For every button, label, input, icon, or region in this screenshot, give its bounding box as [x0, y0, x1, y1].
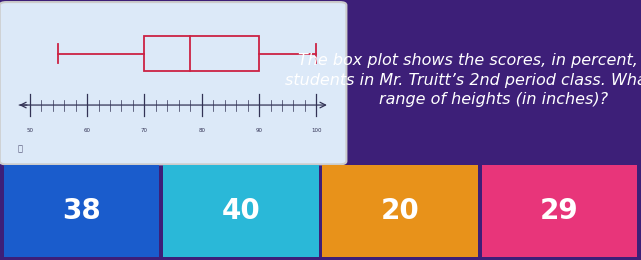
- FancyBboxPatch shape: [318, 162, 483, 260]
- Text: 60: 60: [83, 128, 90, 133]
- FancyBboxPatch shape: [158, 162, 323, 260]
- Text: The box plot shows the scores, in percent, of the
students in Mr. Truitt’s 2nd p: The box plot shows the scores, in percen…: [285, 53, 641, 107]
- Text: 20: 20: [381, 197, 419, 225]
- Text: 70: 70: [141, 128, 148, 133]
- Text: 100: 100: [311, 128, 322, 133]
- Text: 90: 90: [256, 128, 263, 133]
- Bar: [144, 36, 259, 71]
- Text: 80: 80: [198, 128, 205, 133]
- FancyBboxPatch shape: [0, 162, 164, 260]
- Text: 29: 29: [540, 197, 579, 225]
- Text: 50: 50: [26, 128, 33, 133]
- FancyBboxPatch shape: [0, 2, 346, 164]
- Text: 40: 40: [222, 197, 260, 225]
- Text: 38: 38: [62, 197, 101, 225]
- Text: 🔍: 🔍: [17, 144, 22, 153]
- FancyBboxPatch shape: [477, 162, 641, 260]
